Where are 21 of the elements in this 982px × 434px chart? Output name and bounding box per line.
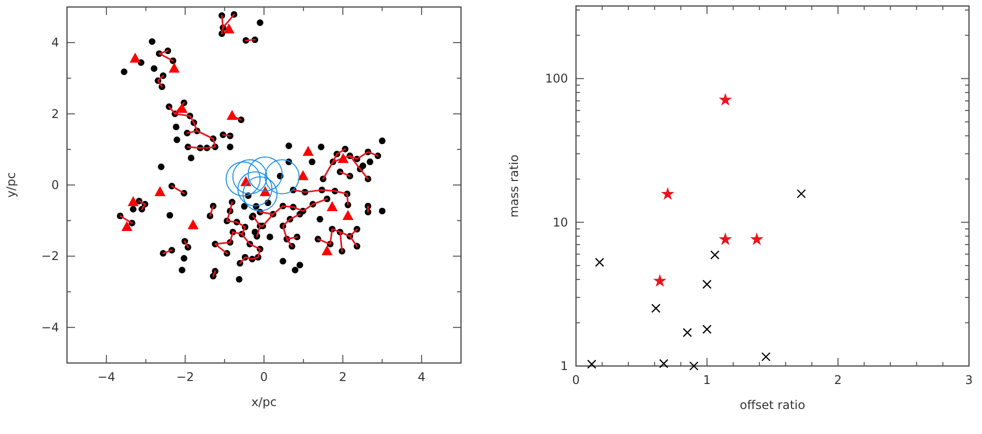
y-tick-label: 10 [552,215,568,230]
x-tick-label: 1 [703,373,711,387]
y-tick-label: −2 [41,249,59,264]
y-tick-label: −4 [41,320,59,334]
y-axis-title: y/pc [4,172,18,198]
x-tick-label: 3 [965,373,973,387]
y-axis-title: mass ratio [507,154,521,218]
x-axis-title: x/pc [251,395,277,409]
y-tick-label: 100 [545,72,568,86]
x-axis-title: offset ratio [740,398,806,412]
y-tick-label: 4 [51,36,59,50]
y-tick-label: 2 [51,106,59,121]
x-tick-label: 0 [572,373,580,387]
x-tick-label: −4 [98,370,116,384]
x-tick-label: 2 [834,373,842,387]
x-tick-label: 2 [338,370,347,384]
x-tick-label: −2 [176,370,194,384]
y-tick-label: 1 [560,359,568,373]
x-tick-label: 4 [418,370,426,384]
y-tick-label: 0 [51,178,59,192]
x-tick-label: 0 [260,370,268,384]
